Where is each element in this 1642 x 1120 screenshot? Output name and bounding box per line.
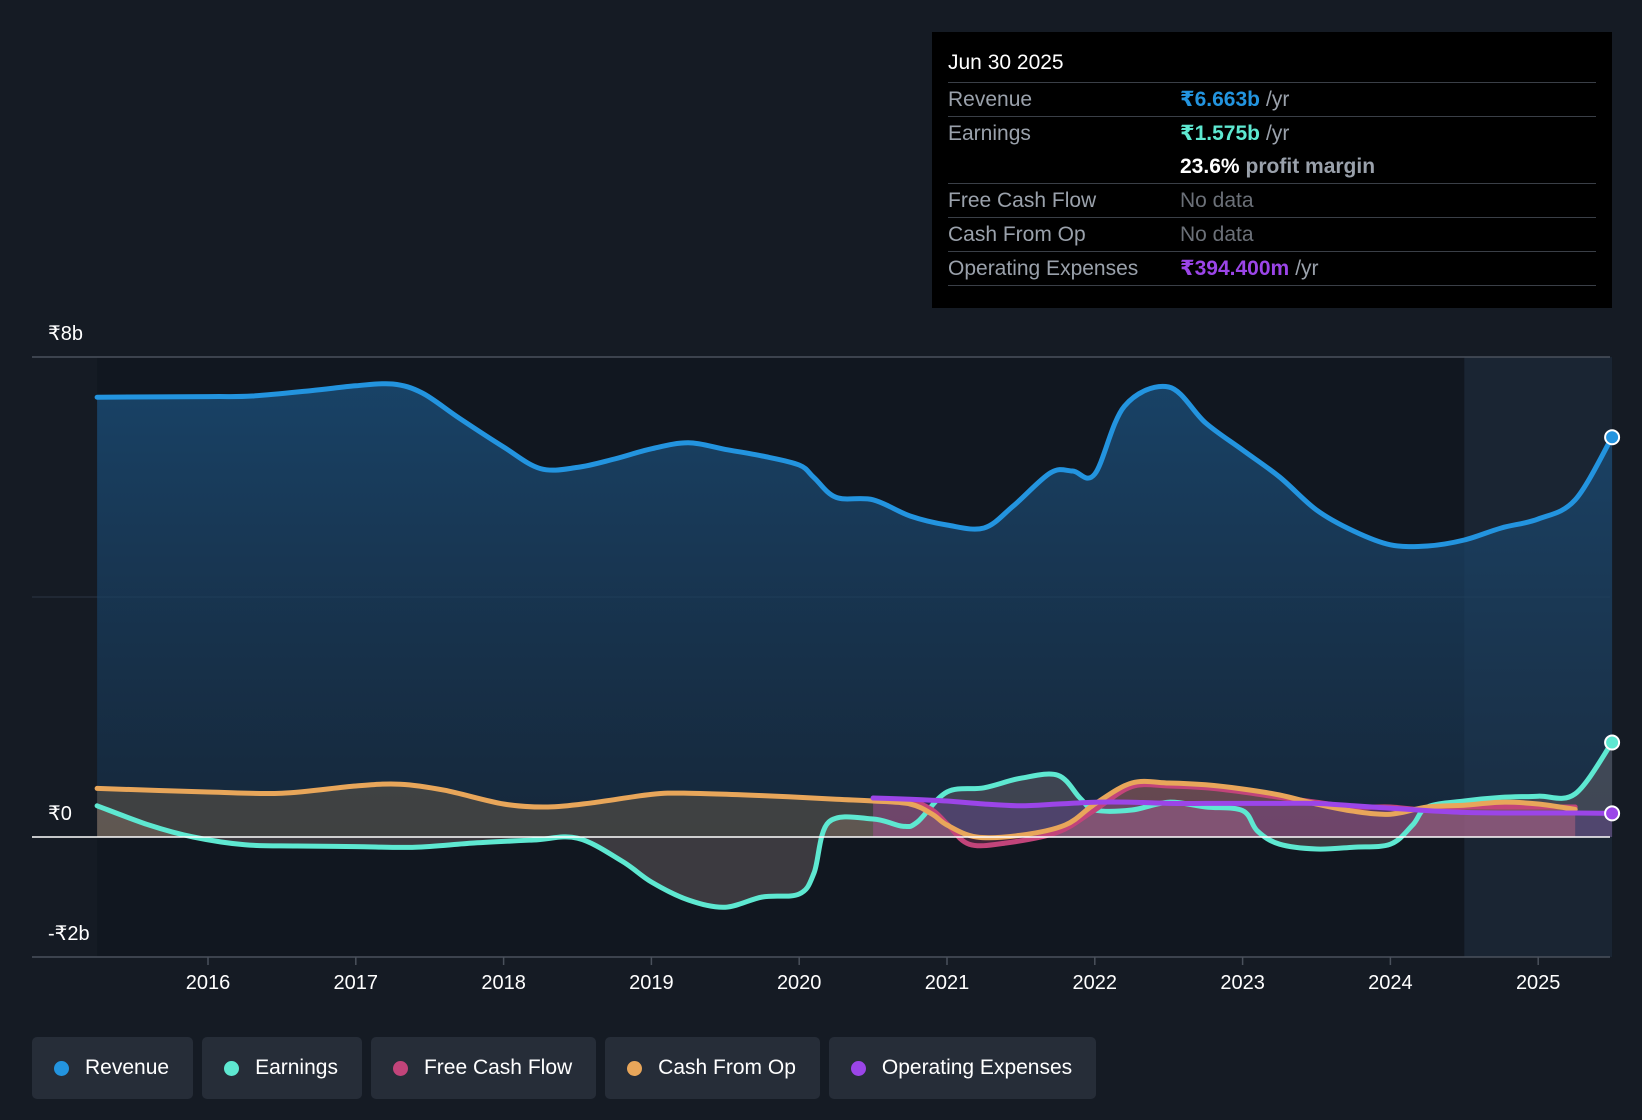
legend-earnings-label: Earnings: [255, 1056, 338, 1079]
chart: ₹8b ₹0 -₹2b 2016 2017 2018 2019 2020 2021 2022 202…: [32, 323, 1621, 994]
x-tick-label-2016: 2016: [186, 972, 231, 994]
tooltip-earnings-value: ₹1.575b: [1180, 122, 1260, 145]
tooltip-opex-label: Operating Expenses: [948, 256, 1139, 280]
tooltip-opex-unit: /yr: [1295, 256, 1319, 280]
x-tick-label-2018: 2018: [481, 972, 526, 994]
tooltip-fcf-label: Free Cash Flow: [948, 188, 1097, 212]
revenue-area: [97, 383, 1613, 837]
tooltip-revenue-label: Revenue: [948, 87, 1033, 111]
legend-item-earnings[interactable]: Earnings: [202, 1037, 362, 1099]
tooltip-cfo-value: No data: [1180, 222, 1254, 246]
tooltip-revenue-value: ₹6.663b: [1180, 88, 1260, 111]
tooltip-row-revenue: Revenue ₹6.663b /yr: [948, 82, 1596, 116]
tooltip-margin-label: profit margin: [1245, 154, 1376, 178]
free-cash-flow-dot-icon: [392, 1060, 408, 1076]
earnings-end-marker: [1604, 734, 1621, 751]
legend-item-operating-expenses[interactable]: Operating Expenses: [828, 1037, 1097, 1099]
legend-fcf-label: Free Cash Flow: [423, 1056, 573, 1079]
legend-opex-label: Operating Expenses: [881, 1056, 1073, 1079]
cash-from-op-dot-icon: [627, 1060, 643, 1076]
operating-expenses-dot-icon: [850, 1060, 866, 1076]
y-label-zero: ₹0: [48, 803, 72, 825]
earnings-dot-icon: [224, 1060, 240, 1076]
x-tick-label-2021: 2021: [925, 972, 970, 994]
x-tick-label-2023: 2023: [1220, 972, 1265, 994]
tooltip-row-cfo: Cash From Op No data: [948, 217, 1596, 251]
cash-from-op-line: [94, 778, 1578, 841]
tooltip-earnings-unit: /yr: [1266, 121, 1290, 145]
legend-item-revenue[interactable]: Revenue: [32, 1037, 194, 1099]
tooltip-revenue-unit: /yr: [1266, 87, 1290, 111]
legend-item-free-cash-flow[interactable]: Free Cash Flow: [370, 1037, 597, 1099]
legend-cfo-label: Cash From Op: [658, 1056, 796, 1079]
tooltip-cfo-label: Cash From Op: [948, 222, 1086, 246]
tooltip-row-fcf: Free Cash Flow No data: [948, 183, 1596, 217]
tooltip-earnings-label: Earnings: [948, 121, 1031, 145]
x-tick-label-2022: 2022: [1073, 972, 1118, 994]
revenue-end-marker: [1604, 429, 1621, 446]
tooltip-row-earnings: Earnings ₹1.575b /yr: [948, 116, 1596, 150]
x-tick-label-2020: 2020: [777, 972, 822, 994]
legend-item-cash-from-op[interactable]: Cash From Op: [605, 1037, 820, 1099]
operating-expenses-end-marker: [1604, 805, 1621, 822]
tooltip-margin-value: 23.6%: [1180, 154, 1240, 178]
tooltip-opex-value: ₹394.400m: [1180, 257, 1290, 280]
earnings-line: [94, 740, 1615, 910]
y-label-bottom: -₹2b: [48, 923, 90, 945]
x-tick-label-2019: 2019: [629, 972, 674, 994]
x-tick-label-2017: 2017: [334, 972, 379, 994]
revenue-line: [94, 381, 1615, 550]
x-tick-label-2025: 2025: [1516, 972, 1561, 994]
tooltip-row-margin: 23.6% profit margin: [948, 150, 1596, 183]
earnings-negative-area: [97, 742, 1613, 908]
operating-expenses-line: [870, 795, 1615, 816]
tooltip-panel: Jun 30 2025 Revenue ₹6.663b /yr Earnings…: [932, 32, 1612, 308]
revenue-dot-icon: [54, 1060, 69, 1076]
tooltip-row-opex: Operating Expenses ₹394.400m /yr: [948, 251, 1596, 286]
earnings-area: [97, 742, 1613, 908]
tooltip-date: Jun 30 2025: [948, 51, 1064, 74]
legend: Revenue Earnings Free Cash Flow Cash Fro…: [32, 1037, 1097, 1099]
free-cash-flow-area: [873, 784, 1576, 846]
y-label-top: ₹8b: [48, 323, 83, 345]
tooltip-fcf-value: No data: [1180, 188, 1254, 212]
x-tick-label-2024: 2024: [1368, 972, 1413, 994]
legend-revenue-label: Revenue: [85, 1056, 170, 1079]
